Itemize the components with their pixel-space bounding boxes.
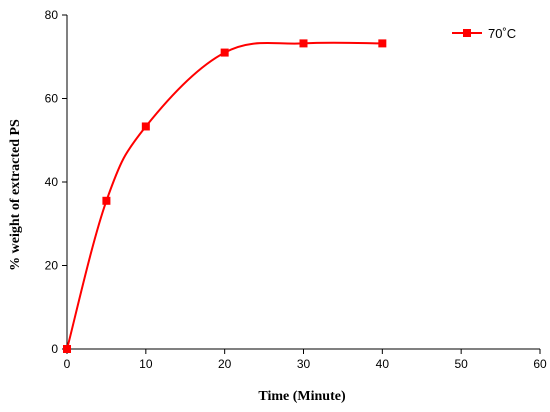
x-tick-label: 0 (64, 357, 71, 371)
data-point (63, 345, 71, 353)
x-tick-label: 30 (297, 357, 311, 371)
x-tick-label: 10 (139, 357, 153, 371)
y-tick-label: 40 (45, 175, 59, 189)
y-tick-label: 20 (45, 259, 59, 273)
y-tick-label: 60 (45, 92, 59, 106)
series-line (66, 41, 383, 350)
data-point (378, 39, 387, 48)
data-point (102, 196, 111, 205)
x-tick-label: 40 (376, 357, 390, 371)
x-tick-label: 50 (454, 357, 468, 371)
x-tick-label: 60 (533, 357, 547, 371)
y-tick-label: 80 (45, 8, 59, 22)
legend: 70˚C (452, 26, 516, 41)
legend-label: 70˚C (488, 26, 516, 41)
data-point (220, 48, 229, 57)
axes: 0 10 20 30 40 50 60 0 20 40 60 80 (45, 8, 547, 371)
data-point (141, 122, 150, 131)
series-group (63, 39, 387, 353)
x-tick-label: 20 (218, 357, 232, 371)
data-point (299, 39, 308, 48)
legend-marker (463, 29, 471, 37)
x-axis-title: Time (Minute) (258, 389, 346, 404)
y-tick-label: 0 (51, 342, 58, 356)
y-axis-title: % weight of extracted PS (8, 119, 23, 271)
